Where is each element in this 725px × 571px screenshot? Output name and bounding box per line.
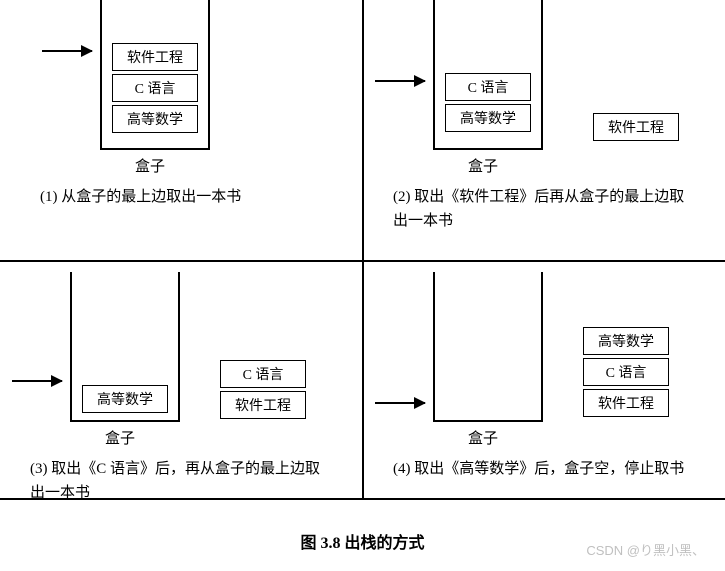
book-in-box: 软件工程 xyxy=(112,43,198,71)
panel-caption: (3) 取出《C 语言》后，再从盒子的最上边取出一本书 xyxy=(30,457,330,505)
watermark: CSDN @り黑小黑、 xyxy=(586,540,705,559)
box-label: 盒子 xyxy=(468,427,498,448)
book-in-box: C 语言 xyxy=(112,74,198,102)
book-in-box: C 语言 xyxy=(445,73,531,101)
panel-2: C 语言高等数学盒子 软件工程 (2) 取出《软件工程》后再从盒子的最上边取出一本书 xyxy=(363,0,725,250)
removed-books: 软件工程 xyxy=(593,110,679,144)
book-in-box: 高等数学 xyxy=(112,105,198,133)
panel-1: 软件工程 C 语言高等数学盒子 (1) 从盒子的最上边取出一本书 xyxy=(0,0,362,250)
box-label: 盒子 xyxy=(468,155,498,176)
book-outside: C 语言 xyxy=(583,358,669,386)
stack-box: C 语言高等数学 xyxy=(433,0,543,150)
diagram-grid: 软件工程C 语言高等数学盒子(1) 从盒子的最上边取出一本书 C 语言高等数学盒… xyxy=(0,0,725,500)
stack-box: 高等数学 xyxy=(70,272,180,422)
panel-caption: (1) 从盒子的最上边取出一本书 xyxy=(40,185,340,209)
panel-caption: (2) 取出《软件工程》后再从盒子的最上边取出一本书 xyxy=(393,185,693,233)
book-in-box: 高等数学 xyxy=(445,104,531,132)
panel-caption: (4) 取出《高等数学》后，盒子空，停止取书 xyxy=(393,457,693,481)
panel-4: 盒子 高等数学 C 语言软件工程 (4) 取出《高等数学》后，盒子空，停止取书 xyxy=(363,262,725,512)
arrow-icon xyxy=(375,402,425,404)
arrow-icon xyxy=(375,80,425,82)
box-label: 盒子 xyxy=(135,155,165,176)
book-outside: C 语言 xyxy=(220,360,306,388)
removed-books: C 语言软件工程 xyxy=(220,357,306,422)
book-outside: 软件工程 xyxy=(220,391,306,419)
book-outside: 高等数学 xyxy=(583,327,669,355)
arrow-icon xyxy=(42,50,92,52)
stack-box: 软件工程 C 语言高等数学 xyxy=(100,0,210,150)
book-outside: 软件工程 xyxy=(593,113,679,141)
box-label: 盒子 xyxy=(105,427,135,448)
panel-3: 高等数学盒子 C 语言软件工程 (3) 取出《C 语言》后，再从盒子的最上边取出一本… xyxy=(0,262,362,512)
book-in-box: 高等数学 xyxy=(82,385,168,413)
arrow-icon xyxy=(12,380,62,382)
book-outside: 软件工程 xyxy=(583,389,669,417)
stack-box xyxy=(433,272,543,422)
removed-books: 高等数学 C 语言软件工程 xyxy=(583,324,669,420)
